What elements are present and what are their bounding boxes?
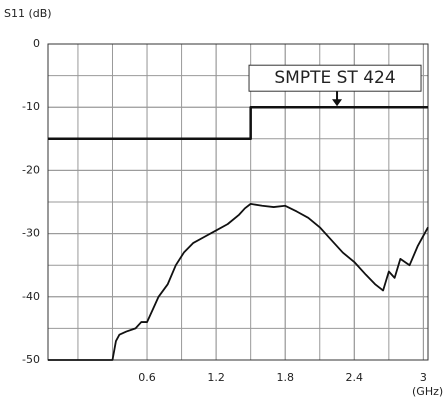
y-tick-label: -40 [22,290,40,303]
y-tick-label: -20 [22,163,40,176]
x-axis-title: (GHz) [412,385,443,398]
plot-frame [47,43,429,361]
y-tick-label: -30 [22,227,40,240]
x-tick-label: 1.8 [276,371,294,384]
data-line [48,105,428,141]
x-tick-label: 3 [420,371,427,384]
annotation-box [248,64,422,92]
y-axis-title: S11 (dB) [4,7,52,20]
x-tick-label: 0.6 [138,371,156,384]
y-tick-label: -10 [22,100,40,113]
x-tick-label: 2.4 [346,371,364,384]
y-tick-label: -50 [22,353,40,366]
x-tick-label: 1.2 [207,371,225,384]
y-tick-label: 0 [33,37,40,50]
arrow-head [332,99,343,107]
annotation: SMPTE ST 424 [274,68,395,88]
data-line [48,202,429,361]
